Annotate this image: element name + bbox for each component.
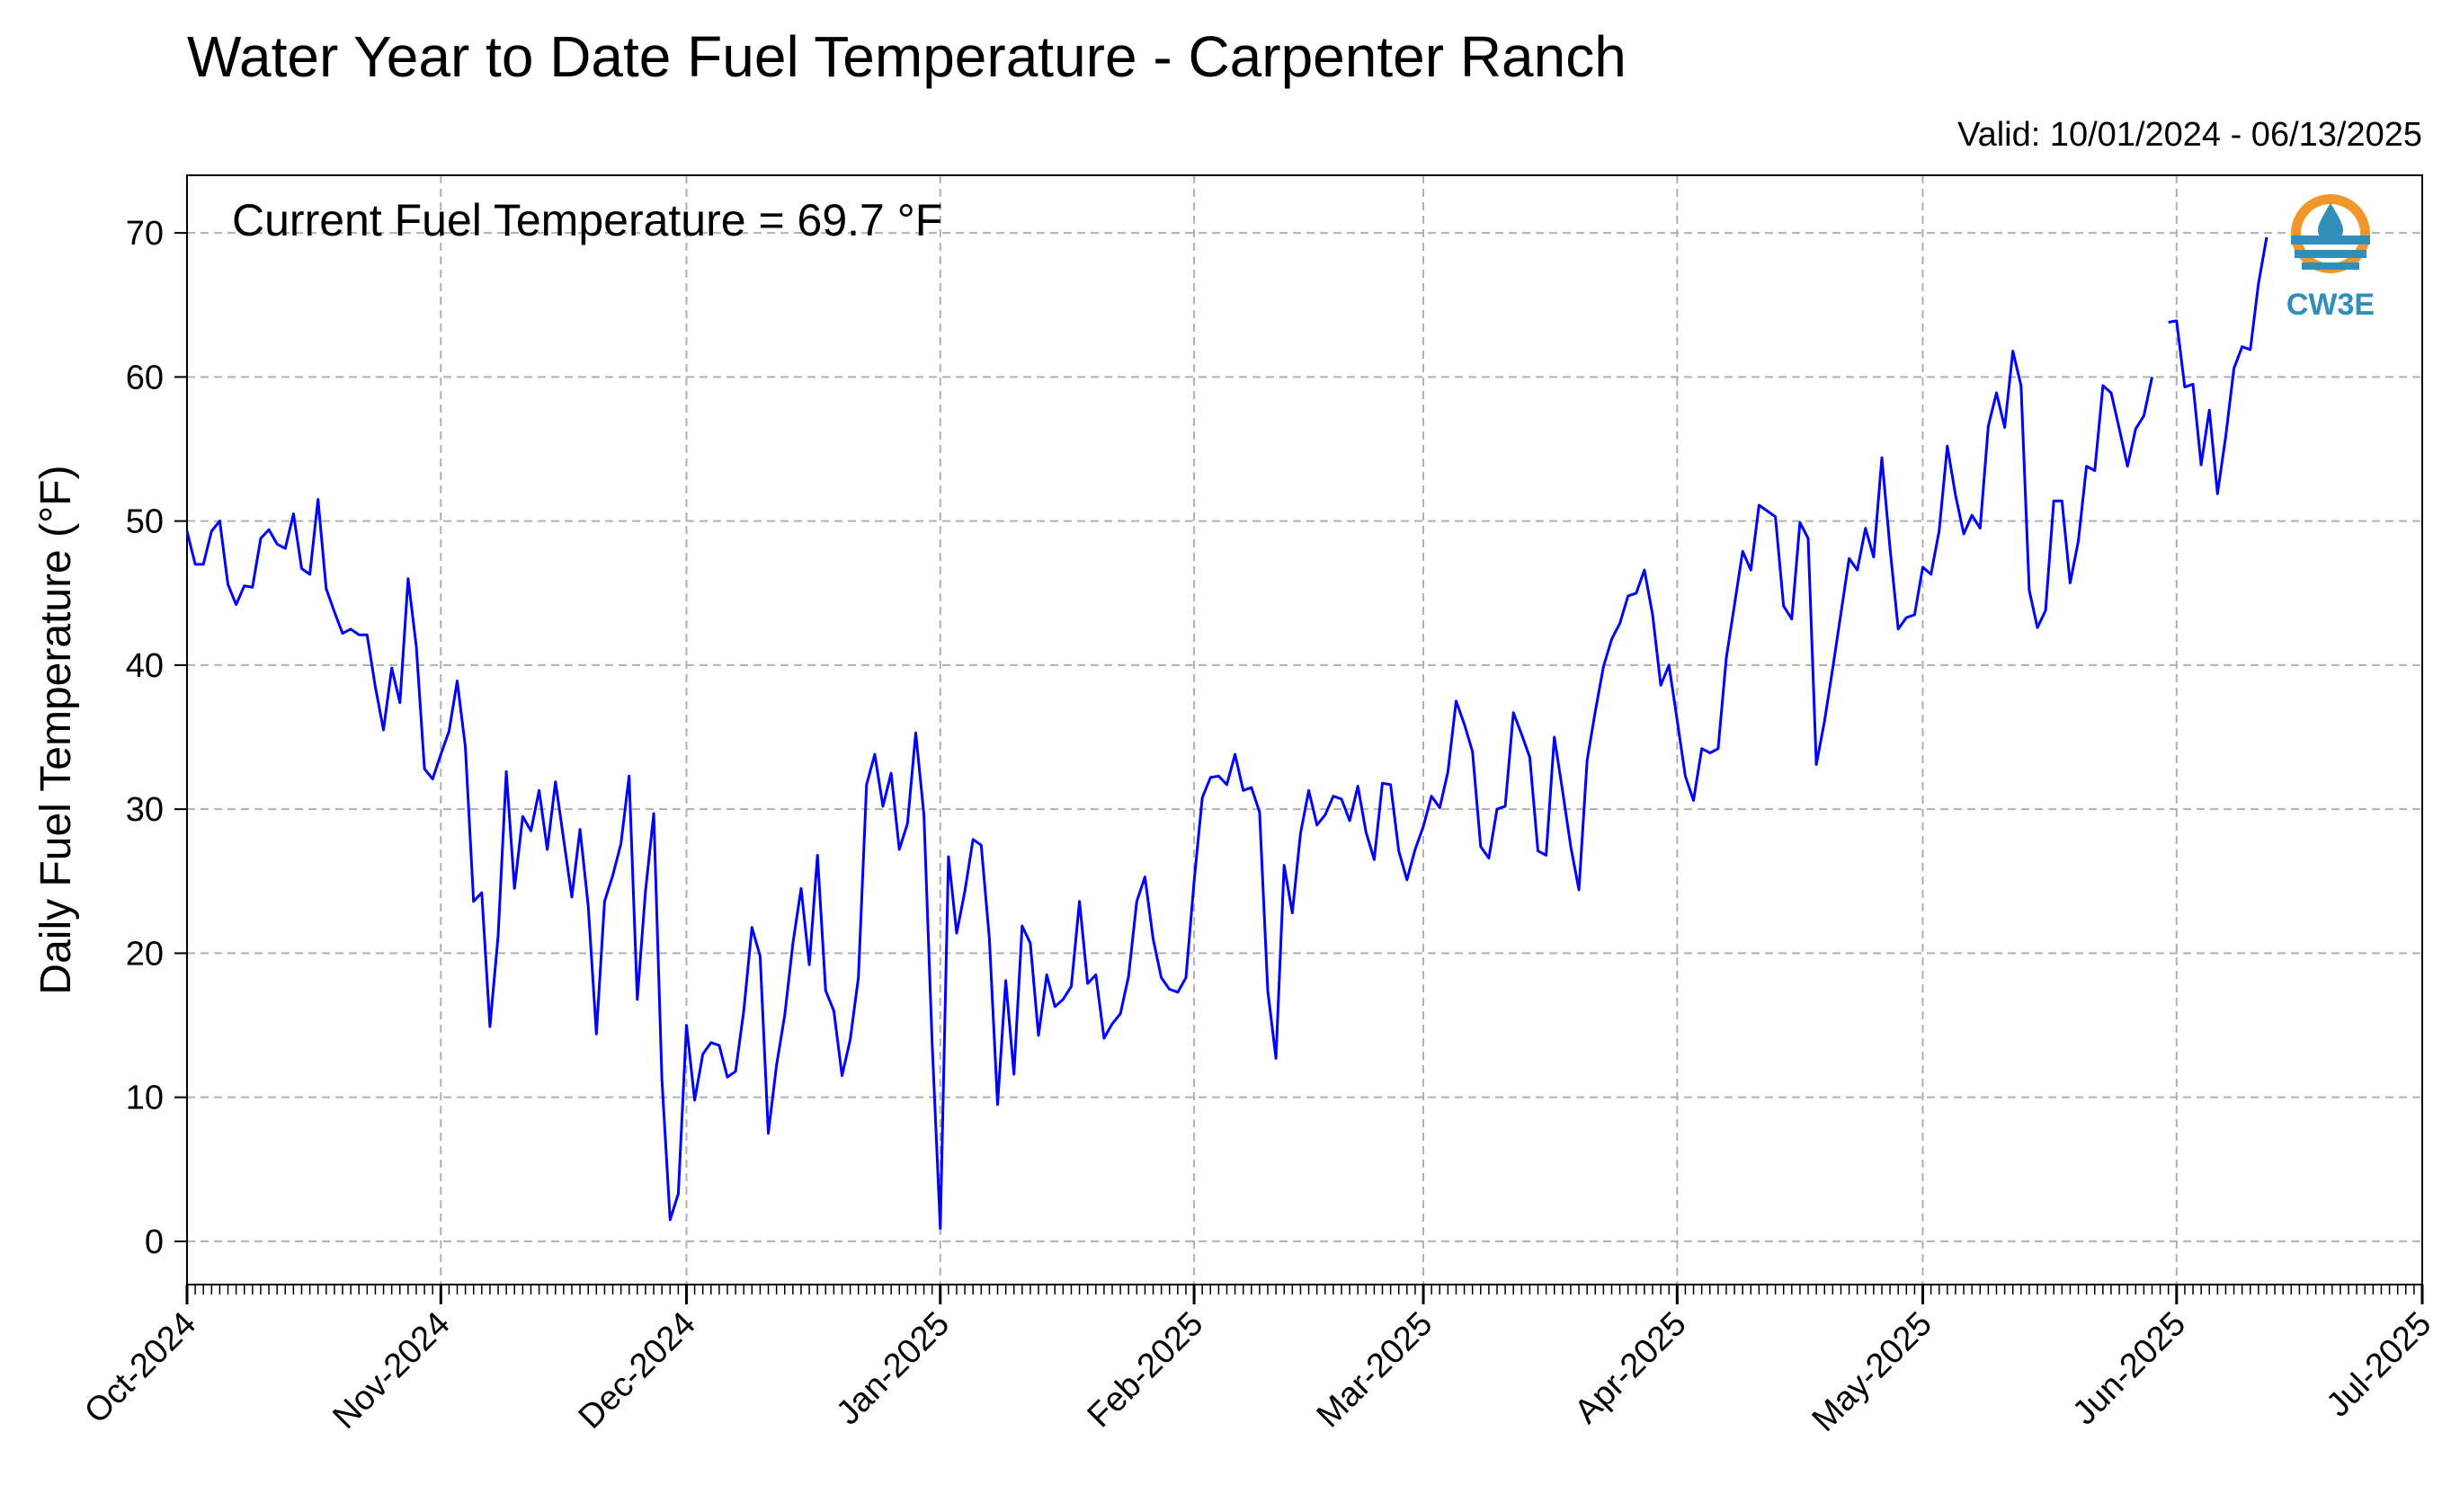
series-fuel-temperature xyxy=(185,236,2268,1230)
x-tick-label: Nov-2024 xyxy=(325,1305,457,1436)
series-line-segment xyxy=(2168,236,2268,495)
x-tick-label: Feb-2025 xyxy=(1081,1305,1211,1436)
x-tick-label: Jul-2025 xyxy=(2320,1305,2439,1425)
y-tick-label: 20 xyxy=(126,935,164,973)
x-tick-label: May-2025 xyxy=(1805,1305,1939,1439)
y-tick-label: 40 xyxy=(126,647,164,685)
cw3e-logo: CW3E xyxy=(2286,194,2375,322)
x-axis: Oct-2024 Nov-2024 Dec-2024 Jan-2025 Feb-2025… xyxy=(77,1285,2438,1439)
y-tick-label: 30 xyxy=(126,791,164,829)
x-tick-label: Jan-2025 xyxy=(829,1305,957,1433)
x-tick-label: Oct-2024 xyxy=(77,1305,203,1431)
y-tick-label: 0 xyxy=(145,1223,164,1261)
y-tick-label: 70 xyxy=(126,215,164,253)
x-minor-ticks xyxy=(186,1285,2423,1294)
plot-area-frame xyxy=(186,174,2423,1285)
x-tick-label: Jun-2025 xyxy=(2065,1305,2193,1433)
x-tick-label: Apr-2025 xyxy=(1567,1305,1693,1431)
chart-title: Water Year to Date Fuel Temperature - Ca… xyxy=(187,24,1627,89)
series-line-segment xyxy=(185,350,2153,1230)
current-fuel-temperature-annotation: Current Fuel Temperature = 69.7 °F xyxy=(232,195,942,245)
y-tick-label: 50 xyxy=(126,503,164,541)
valid-date-range: Valid: 10/01/2024 - 06/13/2025 xyxy=(1957,116,2422,154)
grid-lines xyxy=(186,175,2423,1285)
logo-wave-3 xyxy=(2302,262,2359,270)
y-tick-label: 60 xyxy=(126,359,164,396)
y-axis-label: Daily Fuel Temperature (°F) xyxy=(32,465,80,994)
logo-drop-icon xyxy=(2318,203,2343,243)
y-axis: 0 10 20 30 40 50 60 70 xyxy=(126,215,187,1261)
x-tick-label: Dec-2024 xyxy=(572,1305,703,1436)
logo-text: CW3E xyxy=(2286,288,2375,322)
y-tick-label: 10 xyxy=(126,1080,164,1117)
x-tick-label: Mar-2025 xyxy=(1310,1305,1440,1436)
logo-wave-2 xyxy=(2295,250,2366,258)
